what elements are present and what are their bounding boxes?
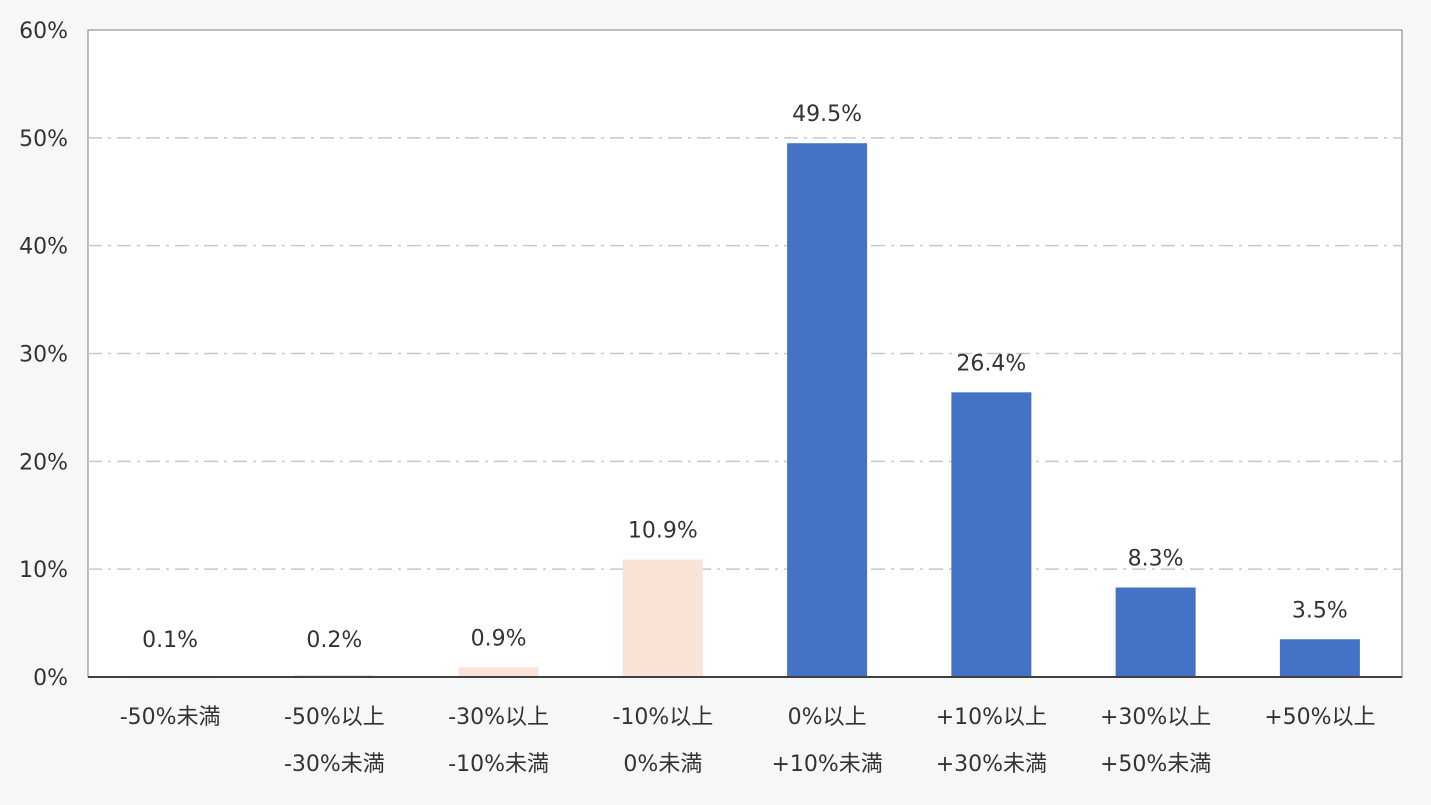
category-labels: -50%未満 -50%以上 -30%未満 -30%以上 -10%未満 -10%以上 0%未満… — [120, 705, 1376, 777]
bar — [951, 392, 1032, 677]
data-label: 26.4% — [956, 351, 1026, 376]
x-tick-label: -50%未満 — [120, 705, 221, 730]
data-label: 10.9% — [628, 518, 698, 543]
y-axis-ticks: 0% 10% 20% 30% 40% 50% 60% — [19, 19, 68, 691]
data-label: 0.1% — [142, 628, 198, 653]
x-tick-label: 0%以上 — [788, 705, 867, 730]
y-tick-label: 50% — [19, 127, 68, 152]
y-tick-label: 0% — [33, 666, 68, 691]
x-tick-label: +50%未満 — [1100, 752, 1211, 777]
bar — [787, 143, 868, 678]
bar — [1115, 587, 1196, 677]
data-labels: 0.1% 0.2% 0.9% 10.9% 49.5% 26.4% 8.3% 3.5% — [142, 102, 1348, 653]
y-tick-label: 30% — [19, 343, 68, 368]
bar — [294, 674, 375, 677]
bar — [458, 667, 539, 677]
bars — [130, 143, 1360, 678]
y-tick-label: 10% — [19, 558, 68, 583]
y-tick-label: 60% — [19, 19, 68, 44]
x-tick-label: +10%未満 — [771, 752, 882, 777]
y-tick-label: 40% — [19, 235, 68, 260]
x-tick-label: -10%未満 — [448, 752, 549, 777]
data-label: 49.5% — [792, 102, 862, 127]
x-tick-label: +50%以上 — [1264, 705, 1375, 730]
data-label: 0.9% — [471, 626, 527, 651]
x-tick-label: 0%未満 — [623, 752, 702, 777]
x-tick-label: -10%以上 — [612, 705, 713, 730]
bar — [1279, 639, 1360, 677]
x-tick-label: +30%以上 — [1100, 705, 1211, 730]
x-tick-label: -30%以上 — [448, 705, 549, 730]
x-tick-label: +10%以上 — [936, 705, 1047, 730]
gridlines — [88, 137, 1402, 570]
bar — [622, 559, 703, 677]
data-label: 0.2% — [306, 628, 362, 653]
x-tick-label: -30%未満 — [284, 752, 385, 777]
x-tick-label: +30%未満 — [936, 752, 1047, 777]
x-tick-label: -50%以上 — [284, 705, 385, 730]
data-label: 3.5% — [1292, 598, 1348, 623]
y-tick-label: 20% — [19, 450, 68, 475]
data-label: 8.3% — [1128, 546, 1184, 571]
plot-area — [87, 29, 1403, 678]
